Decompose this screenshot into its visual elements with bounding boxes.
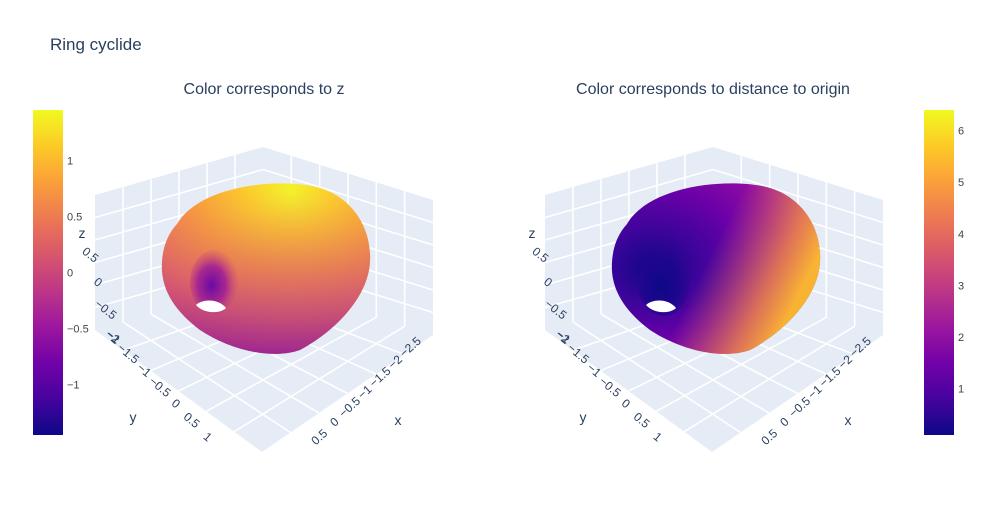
y-axis-title: y [130,409,137,425]
colorbar-tick-label: −0.5 [67,324,89,336]
y-tick-label: 0.5 [181,410,203,432]
scene-color-by-z[interactable]: Color corresponds to z −2.5−2−1.5−1−0.50… [79,81,434,452]
colorbar-tick-label: 0 [67,268,73,280]
y-tick-label: 0 [169,396,183,411]
colorbar-tick-label: 2 [958,332,964,344]
x-tick-label: 0 [777,414,792,429]
colorbar-tick-label: 0.5 [67,211,82,223]
scene-color-by-distance[interactable]: Color corresponds to distance to origin … [529,81,884,452]
y-axis-title: y [580,409,587,425]
x-tick-label: 0 [327,414,342,429]
surface-right[interactable] [611,183,821,354]
colorbar-tick-label: 1 [958,384,964,396]
z-axis-title: z [529,225,536,241]
colorbar-left: 1 0.5 0 −0.5 −1 [33,110,89,435]
colorbar-right: 6 5 4 3 2 1 [924,110,964,435]
y-tick-label: 1 [651,429,665,444]
colorbar-tick-label: 3 [958,280,964,292]
y-tick-label: 0 [619,396,633,411]
x-tick-label: 0.5 [308,426,330,448]
figure-title: Ring cyclide [50,35,142,54]
y-tick-label: 1 [201,429,215,444]
subplot-title-left: Color corresponds to z [184,81,345,98]
x-tick-label: 0.5 [758,426,780,448]
colorbar-tick-label: −1 [67,380,80,392]
subplot-title-right: Color corresponds to distance to origin [576,81,850,98]
y-tick-label: 0.5 [631,410,653,432]
surface-left[interactable] [161,183,371,354]
x-axis-title: x [845,412,852,428]
colorbar-tick-label: 6 [958,126,964,138]
z-axis-title: z [79,225,86,241]
colorbar-tick-label: 1 [67,155,73,167]
colorbar-tick-label: 4 [958,229,964,241]
colorbar-tick-label: 5 [958,177,964,189]
x-axis-title: x [395,412,402,428]
